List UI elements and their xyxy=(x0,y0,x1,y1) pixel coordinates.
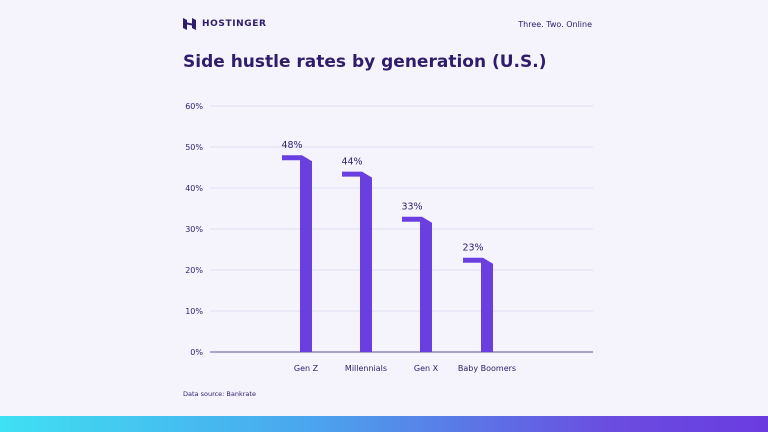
x-tick-label: Gen Z xyxy=(294,364,319,373)
data-label: 23% xyxy=(462,243,483,254)
y-tick-label: 10% xyxy=(185,307,203,316)
hostinger-logo-icon xyxy=(183,18,196,30)
bar-gen-z xyxy=(282,155,312,352)
bar-millennials xyxy=(342,171,372,352)
data-label: 48% xyxy=(281,140,302,151)
y-tick-label: 30% xyxy=(185,225,203,234)
data-label: 44% xyxy=(341,157,362,168)
y-tick-label: 20% xyxy=(185,266,203,275)
brand-name: HOSTINGER xyxy=(202,19,267,29)
bottom-gradient-bar xyxy=(0,416,768,432)
brand-tagline: Three. Two. Online xyxy=(518,20,592,29)
y-tick-label: 60% xyxy=(185,102,203,111)
x-tick-label: Baby Boomers xyxy=(458,364,516,373)
brand-logo: HOSTINGER xyxy=(183,18,267,30)
data-label: 33% xyxy=(401,202,422,213)
y-tick-label: 50% xyxy=(185,143,203,152)
x-tick-label: Gen X xyxy=(414,364,439,373)
data-source: Data source: Bankrate xyxy=(183,390,256,398)
x-tick-label: Millennials xyxy=(345,364,387,373)
bar-baby-boomers xyxy=(463,257,493,352)
chart-title: Side hustle rates by generation (U.S.) xyxy=(183,52,547,72)
bar-gen-x xyxy=(402,216,432,352)
y-tick-label: 40% xyxy=(185,184,203,193)
y-tick-label: 0% xyxy=(190,348,203,357)
